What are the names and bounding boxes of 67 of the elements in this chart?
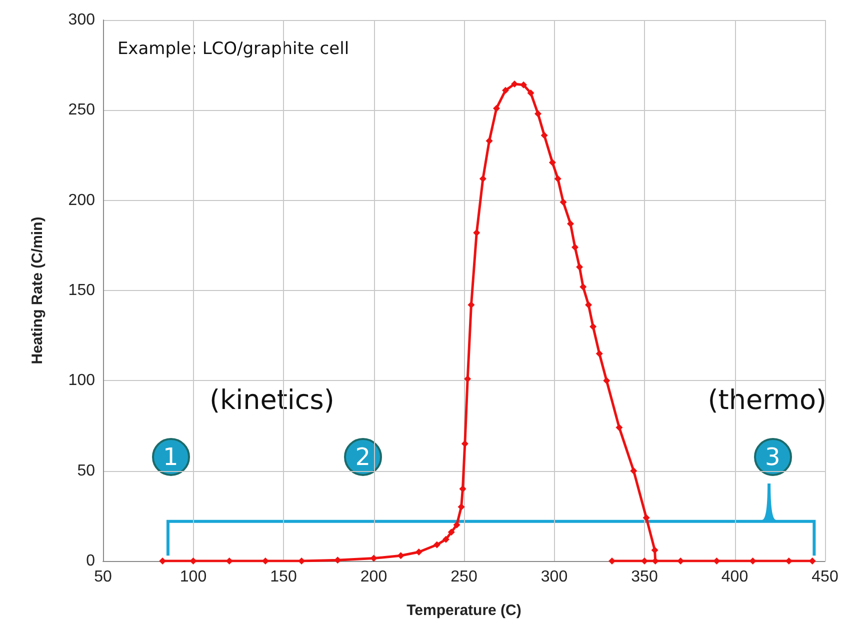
- point: [397, 552, 404, 560]
- x-tick-label: 300: [540, 568, 568, 586]
- point: [226, 558, 233, 564]
- point: [585, 301, 592, 308]
- point: [560, 198, 567, 206]
- point: [713, 558, 720, 564]
- point: [486, 137, 493, 144]
- x-tick-label: 200: [360, 568, 388, 586]
- point: [458, 503, 465, 510]
- point: [468, 301, 475, 308]
- y-tick-label: 0: [86, 552, 96, 570]
- y-tick-label: 200: [68, 192, 96, 209]
- point: [630, 467, 638, 474]
- point: [616, 424, 623, 432]
- point: [651, 546, 658, 554]
- point: [479, 175, 486, 182]
- point: [590, 323, 597, 330]
- point: [442, 536, 450, 543]
- numbered-circle: 3: [754, 438, 792, 476]
- point: [453, 521, 460, 528]
- point: [334, 556, 342, 564]
- point: [459, 485, 466, 492]
- point: [652, 558, 659, 564]
- point: [415, 548, 422, 556]
- annotation: Example: LCO/graphite cell: [117, 38, 350, 59]
- x-tick-label: 400: [721, 568, 748, 586]
- x-tick-label: 350: [631, 568, 658, 586]
- y-tick-label: 300: [68, 12, 96, 28]
- x-tick-label: 250: [450, 568, 478, 586]
- point: [527, 90, 534, 97]
- point: [808, 558, 816, 564]
- point: [492, 104, 500, 112]
- point: [554, 175, 562, 182]
- point: [548, 158, 556, 166]
- point: [580, 283, 587, 290]
- point: [642, 514, 650, 522]
- point: [540, 132, 548, 139]
- point: [641, 558, 648, 564]
- point: [572, 244, 579, 251]
- x-tick-label: 450: [812, 568, 838, 586]
- point: [749, 558, 756, 564]
- y-axis-title: Heating Rate (C/min): [29, 216, 46, 364]
- point: [534, 110, 542, 118]
- y-tick-label: 100: [68, 372, 96, 390]
- x-tick-label: 50: [94, 568, 112, 586]
- x-axis-title: Temperature (C): [406, 602, 522, 619]
- point: [461, 440, 468, 448]
- annotation: (kinetics): [209, 385, 334, 416]
- point: [370, 554, 378, 562]
- point: [520, 81, 528, 88]
- point: [576, 264, 584, 271]
- point: [448, 528, 455, 536]
- point: [433, 541, 440, 548]
- y-tick-label: 50: [77, 462, 96, 480]
- point: [596, 350, 603, 358]
- point: [566, 220, 574, 228]
- point: [603, 377, 610, 384]
- y-tick-label: 150: [68, 282, 96, 299]
- annotation: (thermo): [708, 385, 827, 416]
- x-tick-label: 150: [270, 568, 297, 586]
- point: [502, 86, 510, 94]
- x-tick-label: 100: [180, 568, 207, 586]
- y-tick-label: 250: [68, 102, 96, 119]
- numbered-circle: 1: [152, 438, 190, 476]
- point: [473, 229, 480, 236]
- point: [190, 558, 197, 564]
- numbered-circle: 2: [344, 438, 382, 476]
